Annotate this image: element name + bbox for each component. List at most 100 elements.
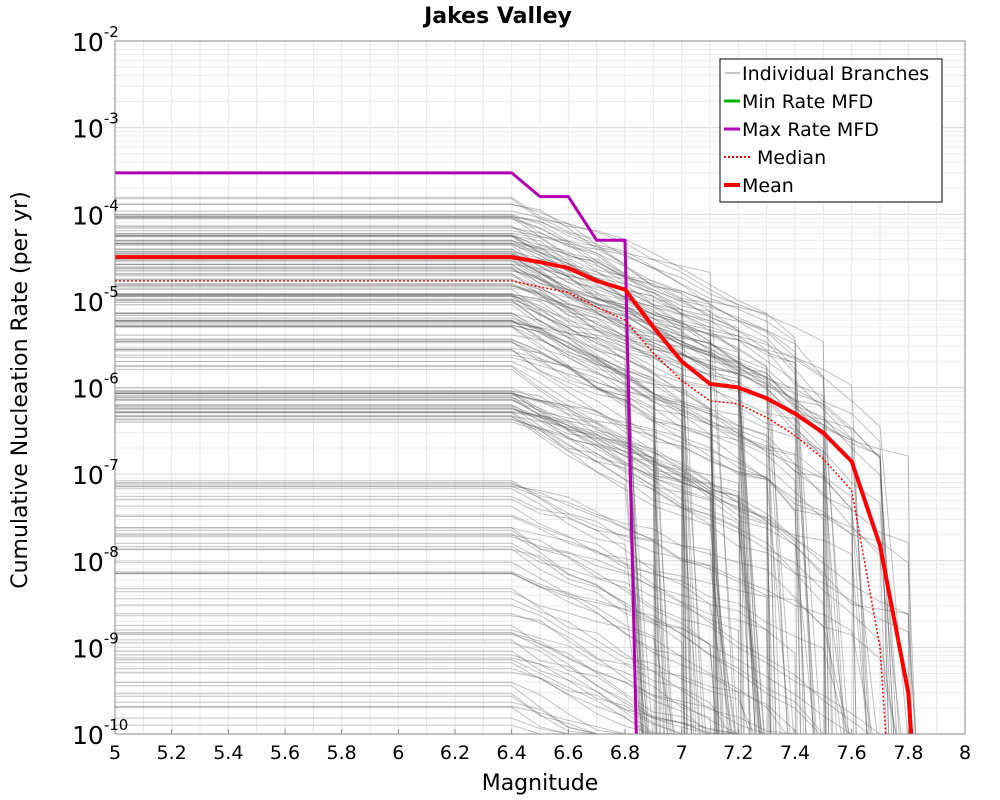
branch-line (115, 283, 830, 735)
branch-line (115, 287, 777, 735)
branch-line (115, 418, 763, 735)
branch-line (115, 615, 731, 735)
branch-line (115, 244, 871, 735)
branch-line (115, 548, 718, 735)
branch-line (115, 285, 707, 735)
branch-line (115, 239, 658, 735)
branch-line (115, 234, 688, 735)
branch-line (115, 365, 909, 735)
branch-line (115, 629, 712, 735)
branch-line (115, 399, 868, 735)
x-tick-label: 7.4 (780, 742, 810, 764)
branch-line (115, 322, 660, 735)
branch-line (115, 267, 798, 735)
branch-line (115, 390, 857, 735)
branch-line (115, 480, 850, 735)
branch-line (115, 405, 735, 735)
branch-line (115, 529, 852, 735)
branch-line (115, 361, 807, 735)
branch-line (115, 366, 887, 735)
branch-line (115, 407, 762, 735)
branch-line (115, 218, 868, 735)
y-tick-exponent: -9 (104, 629, 119, 647)
legend-label-branches: Individual Branches (742, 63, 929, 85)
branch-line (115, 412, 917, 735)
x-tick-label: 7.8 (893, 742, 923, 764)
branch-line (115, 313, 695, 735)
branch-line (115, 415, 647, 735)
x-tick-label: 7 (676, 742, 688, 764)
branch-line (115, 408, 760, 735)
branch-line (115, 295, 662, 735)
branch-line (115, 294, 672, 735)
branch-line (115, 404, 770, 735)
branch-line (115, 598, 755, 735)
branch-line (115, 252, 870, 735)
branch-line (115, 419, 897, 735)
y-axis-label: Cumulative Nucleation Rate (per yr) (8, 191, 33, 589)
branch-line (115, 216, 715, 735)
branch-line (115, 527, 870, 735)
branch-line (115, 393, 723, 735)
branch-line (115, 546, 903, 735)
y-tick-exponent: -6 (104, 370, 119, 388)
branch-line (115, 242, 719, 735)
branch-line (115, 572, 686, 735)
branch-line (115, 397, 848, 735)
branch-line (115, 561, 821, 735)
y-tick-exponent: -5 (104, 283, 119, 301)
legend-box (719, 58, 943, 203)
y-tick-exponent: -8 (104, 543, 119, 561)
branch-line (115, 534, 740, 735)
branch-line (115, 399, 752, 735)
branch-line (115, 320, 723, 735)
branch-line (115, 415, 649, 735)
branch-line (115, 411, 720, 735)
branch-line (115, 314, 771, 735)
branch-line (115, 319, 893, 735)
mean-line (115, 255, 914, 735)
branch-line (115, 334, 689, 735)
branch-line (115, 408, 775, 735)
branch-line (115, 267, 781, 735)
branch-line (115, 573, 685, 735)
branch-line (115, 273, 765, 735)
x-tick-label: 5.6 (270, 742, 300, 764)
branch-line (115, 236, 837, 735)
branch-line (115, 264, 644, 735)
branch-line (115, 317, 665, 735)
branch-line (115, 572, 676, 735)
branch-line (115, 256, 725, 735)
x-axis-ticks: 5 5.2 5.4 5.6 5.8 6 6.2 6.4 6.6 6.8 7 7.2 7.4 7.6 7.8 8 (109, 729, 971, 764)
median-line (115, 280, 887, 735)
branch-line (115, 269, 743, 735)
branch-line (115, 396, 657, 735)
plot-frame (114, 40, 966, 735)
branch-line (115, 255, 765, 735)
branch-line (115, 394, 692, 735)
branch-line (115, 341, 807, 735)
branch-line (115, 356, 772, 735)
branch-line (115, 257, 849, 735)
branch-line (115, 293, 751, 735)
x-tick-label: 7.6 (837, 742, 867, 764)
branch-line (115, 505, 665, 735)
branch-line (115, 210, 830, 735)
branch-line (115, 272, 895, 735)
y-tick-label: 10-7 (72, 456, 119, 490)
branch-line (115, 657, 712, 735)
branch-line (115, 304, 688, 735)
branch-line (115, 340, 642, 735)
x-tick-label: 7.2 (723, 742, 753, 764)
branch-line (115, 326, 917, 735)
branch-line (115, 571, 750, 735)
y-tick-exponent: -2 (104, 23, 119, 41)
branch-line (115, 241, 801, 735)
y-axis-ticks: 10-210-310-410-510-610-710-810-910-10 (72, 23, 128, 750)
branch-line (115, 239, 718, 735)
branch-line (115, 662, 648, 735)
branch-line (115, 368, 668, 735)
branch-line (115, 248, 898, 735)
branch-line (115, 398, 670, 735)
